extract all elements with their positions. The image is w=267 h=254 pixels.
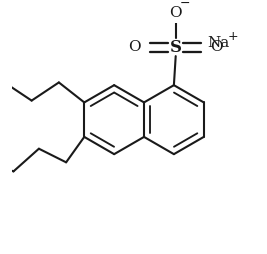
Text: Na: Na <box>207 36 230 50</box>
Text: −: − <box>179 0 190 10</box>
Text: O: O <box>169 6 182 20</box>
Text: O: O <box>210 40 223 54</box>
Text: O: O <box>128 40 141 54</box>
Text: S: S <box>170 39 182 56</box>
Text: +: + <box>227 30 238 43</box>
